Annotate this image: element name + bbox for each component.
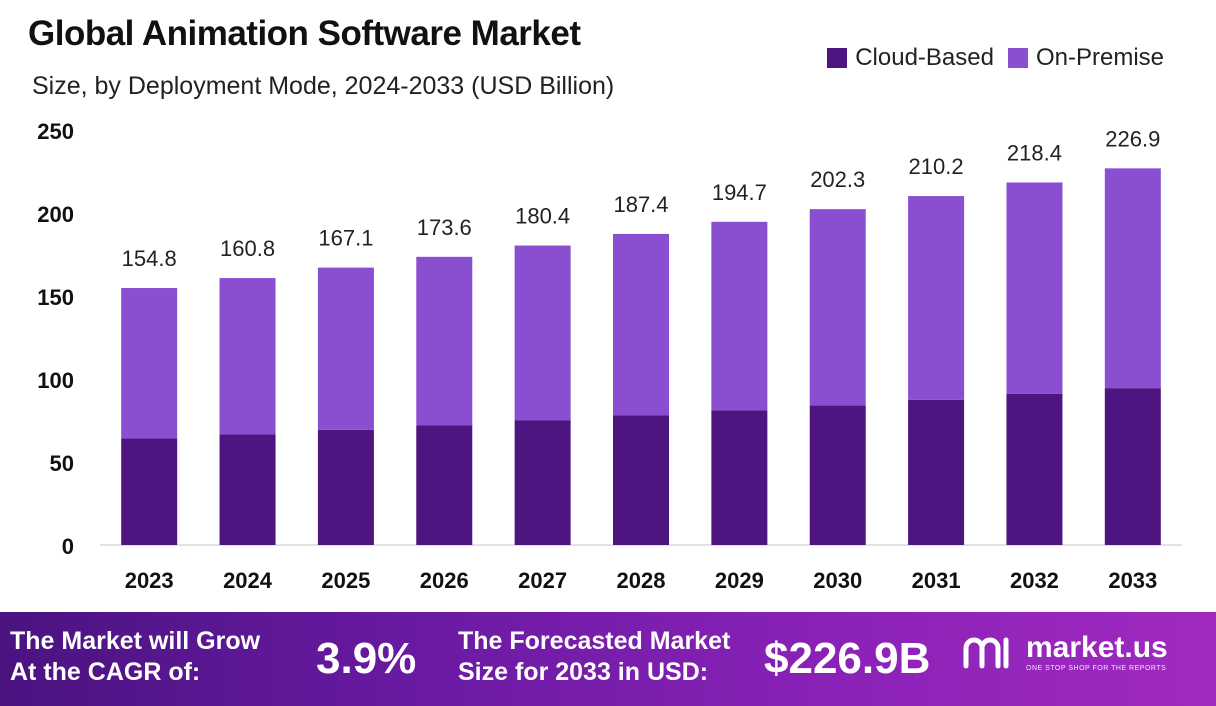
bar-onprem-2026 bbox=[416, 256, 473, 426]
bar-chart: 0 50 100 150 200 250 154.8 2023 160.8 2024 167.1 20… bbox=[37, 119, 1182, 593]
bar-onprem-2033 bbox=[1104, 168, 1161, 389]
market-us-logo-icon bbox=[963, 637, 1009, 669]
market-us-logo: market.us ONE STOP SHOP FOR THE REPORTS bbox=[962, 632, 1168, 672]
logo-text: market.us bbox=[1026, 630, 1168, 664]
bar-onprem-2031 bbox=[908, 196, 965, 400]
chart-title: Global Animation Software Market bbox=[28, 14, 581, 53]
x-tick-label-2024: 2024 bbox=[223, 568, 273, 593]
cagr-label-line2: At the CAGR of: bbox=[10, 658, 201, 686]
data-label-2033: 226.9 bbox=[1105, 126, 1160, 151]
cagr-label-line1: The Market will Grow bbox=[10, 627, 261, 655]
data-label-2031: 210.2 bbox=[909, 154, 964, 179]
data-label-2032: 218.4 bbox=[1007, 140, 1062, 165]
x-tick-label-2029: 2029 bbox=[715, 568, 764, 593]
chart-subtitle: Size, by Deployment Mode, 2024-2033 (USD… bbox=[32, 72, 615, 100]
bar-onprem-2027 bbox=[514, 245, 571, 421]
bar-cloud-2030 bbox=[809, 405, 866, 545]
forecast-label-line1: The Forecasted Market bbox=[458, 627, 731, 655]
x-tick-label-2033: 2033 bbox=[1108, 568, 1157, 593]
x-tick-label-2030: 2030 bbox=[813, 568, 862, 593]
bar-onprem-2030 bbox=[809, 209, 866, 406]
data-label-2027: 180.4 bbox=[515, 204, 570, 229]
cagr-value: 3.9% bbox=[316, 634, 417, 683]
bar-cloud-2032 bbox=[1006, 393, 1063, 545]
bar-cloud-2026 bbox=[416, 425, 473, 545]
x-tick-label-2025: 2025 bbox=[321, 568, 370, 593]
bar-cloud-2027 bbox=[514, 420, 571, 545]
legend-item-cloud: Cloud-Based bbox=[827, 44, 994, 72]
legend: Cloud-Based On-Premise bbox=[827, 44, 1164, 72]
bar-cloud-2023 bbox=[121, 438, 178, 545]
y-tick-label-0: 0 bbox=[62, 534, 74, 559]
bar-onprem-2028 bbox=[613, 233, 669, 416]
y-tick-label-5: 250 bbox=[37, 119, 74, 144]
data-label-2023: 154.8 bbox=[122, 246, 177, 271]
y-tick-label-4: 200 bbox=[37, 202, 74, 227]
legend-label-cloud: Cloud-Based bbox=[855, 44, 994, 71]
logo-tagline: ONE STOP SHOP FOR THE REPORTS bbox=[1026, 664, 1167, 672]
x-tick-label-2027: 2027 bbox=[518, 568, 567, 593]
data-label-2025: 167.1 bbox=[318, 226, 373, 251]
bar-onprem-2023 bbox=[121, 288, 178, 439]
data-label-2028: 187.4 bbox=[613, 192, 668, 217]
bar-onprem-2032 bbox=[1006, 182, 1063, 394]
data-label-2029: 194.7 bbox=[712, 180, 767, 205]
bar-cloud-2024 bbox=[219, 434, 276, 545]
forecast-label-line2: Size for 2033 in USD: bbox=[458, 658, 709, 686]
data-label-2026: 173.6 bbox=[417, 215, 472, 240]
y-tick-label-3: 150 bbox=[37, 285, 74, 310]
bar-cloud-2029 bbox=[711, 410, 768, 545]
x-tick-label-2031: 2031 bbox=[912, 568, 961, 593]
bar-onprem-2025 bbox=[317, 267, 374, 430]
legend-swatch-onprem bbox=[1007, 48, 1028, 68]
data-label-2030: 202.3 bbox=[810, 167, 865, 192]
bar-onprem-2029 bbox=[711, 221, 768, 411]
legend-item-onprem: On-Premise bbox=[1007, 44, 1164, 72]
x-tick-label-2028: 2028 bbox=[617, 568, 666, 593]
data-label-2024: 160.8 bbox=[220, 236, 275, 261]
bar-cloud-2025 bbox=[317, 429, 374, 545]
bar-onprem-2024 bbox=[219, 278, 276, 435]
legend-swatch-cloud bbox=[827, 48, 848, 68]
y-tick-label-1: 50 bbox=[50, 451, 74, 476]
x-tick-label-2023: 2023 bbox=[125, 568, 174, 593]
x-tick-label-2032: 2032 bbox=[1010, 568, 1059, 593]
forecast-value: $226.9B bbox=[764, 634, 931, 683]
bar-cloud-2033 bbox=[1104, 388, 1161, 545]
x-tick-label-2026: 2026 bbox=[420, 568, 469, 593]
bar-cloud-2028 bbox=[613, 415, 669, 545]
bar-cloud-2031 bbox=[908, 399, 965, 545]
y-tick-label-2: 100 bbox=[37, 368, 74, 393]
legend-label-onprem: On-Premise bbox=[1035, 44, 1164, 71]
summary-banner: The Market will Grow At the CAGR of: 3.9… bbox=[0, 612, 1216, 706]
